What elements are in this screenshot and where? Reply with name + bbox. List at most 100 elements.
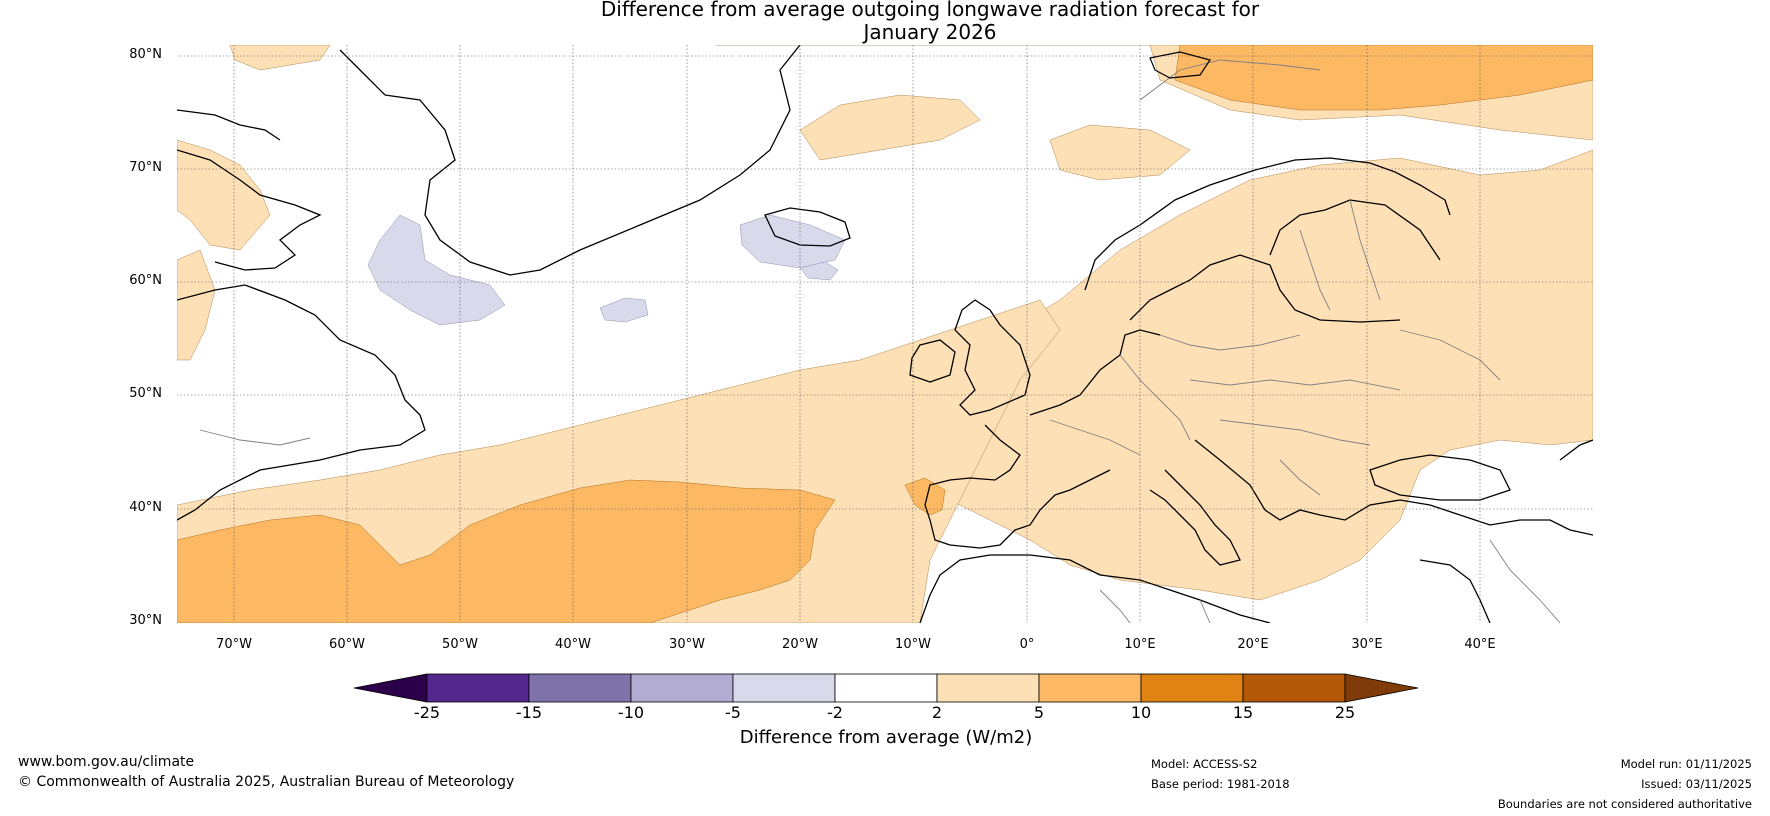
colorbar-tick-neg25: -25 (413, 703, 441, 722)
anomaly-region-medium-arctic (1174, 45, 1593, 111)
colorbar-tick-neg15: -15 (515, 703, 543, 722)
coastline-west-europe (1029, 329, 1161, 416)
coastline-svalbard (1149, 51, 1211, 79)
lon-label-30e: 30°E (1351, 637, 1383, 652)
border-13 (1139, 59, 1321, 101)
coastline-finland (1269, 199, 1441, 261)
colorbar-title: Difference from average (W/m2) (739, 727, 1033, 748)
anomaly-region-light-europe (919, 149, 1593, 601)
lon-label-20w: 20°W (782, 637, 818, 652)
lon-label-30w: 30°W (669, 637, 705, 652)
coastline-france-iberia (924, 424, 1111, 549)
anomaly-region-medium-atlantic (177, 479, 836, 623)
anomaly-region-medium-iberia (904, 477, 946, 516)
anomaly-region-light-arctic-2 (799, 94, 981, 161)
colorbar-segment-7 (1038, 673, 1142, 703)
border-3 (1189, 379, 1401, 391)
colorbar-under-triangle (353, 673, 428, 703)
border-7 (1049, 419, 1141, 456)
footer-website[interactable]: www.bom.gov.au/climate (18, 754, 195, 770)
border-8 (1399, 329, 1501, 381)
coastline-levant (1419, 559, 1491, 623)
footer-model: Model: ACCESS-S2 (1151, 757, 1258, 771)
lon-label-20e: 20°E (1237, 637, 1269, 652)
coastline-iceland (764, 207, 851, 247)
colorbar-tick-25: 25 (1334, 703, 1356, 722)
lon-label-10e: 10°E (1124, 637, 1156, 652)
lat-label-70n: 70°N (129, 160, 162, 175)
coastline-labrador (177, 284, 426, 521)
colorbar-segment-6 (936, 673, 1040, 703)
colorbar-tick-10: 10 (1130, 703, 1152, 722)
lat-label-60n: 60°N (129, 273, 162, 288)
anomaly-region-negative-iceland (739, 214, 846, 269)
coastline-italy (1149, 469, 1241, 566)
lat-label-30n: 30°N (129, 613, 162, 628)
colorbar-segment-3 (630, 673, 734, 703)
anomaly-region-light-nw (229, 45, 331, 71)
coastline-baffin (177, 149, 322, 271)
footer-issued: Issued: 03/11/2025 (1641, 777, 1752, 791)
border-6 (1349, 199, 1381, 301)
lat-label-50n: 50°N (129, 386, 162, 401)
lon-label-40e: 40°E (1464, 637, 1496, 652)
lat-label-80n: 80°N (129, 47, 162, 62)
colorbar-over-triangle (1344, 673, 1419, 703)
anomaly-fields (177, 45, 1593, 623)
coastline-turkey (1429, 504, 1593, 536)
anomaly-region-light-west-2 (177, 139, 271, 251)
anomaly-region-light-atlantic (177, 299, 1061, 623)
colorbar-tick-5: 5 (1033, 703, 1045, 722)
coastline-balkans (1194, 439, 1431, 521)
border-1 (1119, 354, 1191, 441)
colorbar-tick-neg2: -2 (827, 703, 843, 722)
border-12 (1199, 599, 1211, 623)
coastline-east (1559, 439, 1593, 461)
colorbar-segment-4 (732, 673, 836, 703)
country-borders (199, 59, 1561, 623)
colorbar-tick-neg5: -5 (725, 703, 741, 722)
border-14 (199, 429, 311, 446)
lon-label-50w: 50°W (442, 637, 478, 652)
colorbar-tick-15: 15 (1232, 703, 1254, 722)
colorbar-segment-1 (426, 673, 530, 703)
coastline-great-britain (954, 299, 1031, 416)
colorbar-segment-9 (1242, 673, 1346, 703)
map-title-line2: January 2026 (863, 20, 997, 44)
coastline-black-sea (1369, 454, 1511, 501)
anomaly-region-negative-sea (599, 297, 649, 323)
border-11 (1099, 589, 1131, 623)
footer-model-run: Model run: 01/11/2025 (1620, 757, 1752, 771)
gridlines (177, 45, 1593, 623)
anomaly-region-negative-labrador (367, 214, 506, 326)
colorbar-tick-2: 2 (931, 703, 943, 722)
anomaly-region-negative-iceland-2 (799, 261, 839, 281)
colorbar-segment-5 (834, 673, 938, 703)
coastline-norway (1084, 157, 1451, 291)
coastline-greenland (339, 45, 801, 276)
lon-label-60w: 60°W (329, 637, 365, 652)
border-4 (1219, 419, 1371, 446)
lat-label-40n: 40°N (129, 500, 162, 515)
anomaly-region-light-arctic-3 (1049, 124, 1191, 181)
footer-disclaimer: Boundaries are not considered authoritat… (1497, 797, 1752, 811)
border-10 (1489, 539, 1561, 623)
coastline-ne-canada (177, 109, 281, 141)
colorbar-segment-2 (528, 673, 632, 703)
map-title: Difference from average outgoing longwav… (0, 0, 1770, 44)
border-9 (1279, 459, 1321, 496)
coastline-ireland (909, 339, 956, 383)
colorbar-tick-neg10: -10 (617, 703, 645, 722)
map-title-line1: Difference from average outgoing longwav… (600, 0, 1260, 21)
border-2 (1159, 334, 1301, 351)
coastline-sweden-baltic (1129, 254, 1401, 323)
colorbar (353, 673, 1419, 703)
anomaly-region-light-west (177, 249, 216, 361)
lon-label-70w: 70°W (216, 637, 252, 652)
border-5 (1299, 229, 1331, 311)
footer-copyright: © Commonwealth of Australia 2025, Austra… (18, 774, 515, 790)
lon-label-40w: 40°W (555, 637, 591, 652)
lon-label-10w: 10°W (895, 637, 931, 652)
colorbar-segment-8 (1140, 673, 1244, 703)
